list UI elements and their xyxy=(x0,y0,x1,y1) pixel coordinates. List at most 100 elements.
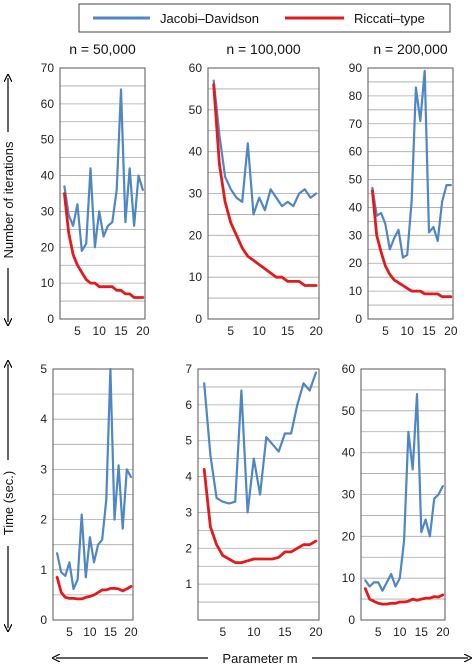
y-tick-label: 30 xyxy=(342,488,356,502)
x-tick-label: 15 xyxy=(114,324,128,338)
y-axis-label-iterations: Number of iterations xyxy=(1,141,16,259)
y-tick-label: 50 xyxy=(189,103,203,117)
x-tick-label: 15 xyxy=(281,324,295,338)
plot-frame xyxy=(207,67,320,320)
legend-riccati-label: Riccati–type xyxy=(354,11,425,26)
series-line-riccati xyxy=(63,192,145,299)
panel-4: 0 1 2 3 4 5 5 10 15 20 xyxy=(40,362,138,639)
y-label-time-group: Time (sec.) xyxy=(0,364,17,628)
y-tick-label: 40 xyxy=(349,200,363,214)
y-tick-label: 5 xyxy=(40,362,47,376)
plot-frame xyxy=(59,67,146,320)
y-tick-label: 30 xyxy=(189,187,203,201)
x-tick-label: 5 xyxy=(382,324,389,338)
y-tick-label: 20 xyxy=(342,529,356,543)
x-tick-label: 10 xyxy=(253,324,267,338)
x-tick-label: 20 xyxy=(444,324,458,338)
x-tick-label: 15 xyxy=(422,324,436,338)
x-tick-label: 10 xyxy=(93,324,107,338)
y-tick-label: 60 xyxy=(189,61,203,75)
y-tick-label: 2 xyxy=(185,541,192,555)
y-tick-label: 20 xyxy=(349,256,363,270)
series-line-riccati xyxy=(212,83,318,287)
x-tick-label: 5 xyxy=(219,625,226,639)
x-tick-label: 5 xyxy=(375,625,382,639)
y-tick-label: 0 xyxy=(355,312,362,326)
x-tick-label: 20 xyxy=(136,324,150,338)
y-tick-label: 20 xyxy=(189,228,203,242)
x-tick-label: 10 xyxy=(393,625,407,639)
series-line-jacobi xyxy=(55,367,132,591)
y-tick-label: 1 xyxy=(40,563,47,577)
panel-5: 1 2 3 4 5 6 7 5 10 15 20 xyxy=(185,362,323,639)
panel-title: n = 100,000 xyxy=(226,41,301,57)
x-tick-label: 20 xyxy=(309,625,323,639)
series-line-riccati xyxy=(202,467,318,564)
legend-jacobi-label: Jacobi–Davidson xyxy=(160,11,259,26)
x-tick-label: 5 xyxy=(74,324,81,338)
y-tick-label: 7 xyxy=(185,362,192,376)
x-tick-label: 15 xyxy=(415,625,429,639)
series-line-riccati xyxy=(370,189,453,299)
x-tick-label: 10 xyxy=(247,625,261,639)
plot-frame xyxy=(367,67,454,320)
y-tick-label: 60 xyxy=(342,362,356,376)
series-line-jacobi xyxy=(63,88,144,252)
series-line-jacobi xyxy=(212,79,318,216)
x-tick-label: 10 xyxy=(401,324,415,338)
panel-1: n = 50,000 0 10 20 30 40 50 60 70 5 10 15 20 xyxy=(41,41,150,338)
x-tick-label: 5 xyxy=(66,625,73,639)
y-tick-label: 0 xyxy=(195,312,202,326)
y-tick-label: 4 xyxy=(185,470,192,484)
x-tick-label: 20 xyxy=(124,625,138,639)
x-tick-label: 5 xyxy=(227,324,234,338)
x-tick-label: 10 xyxy=(83,625,97,639)
x-tick-label: 15 xyxy=(104,625,118,639)
panel-title: n = 200,000 xyxy=(373,41,448,57)
y-tick-label: 70 xyxy=(41,61,55,75)
y-tick-label: 10 xyxy=(189,270,203,284)
plot-frame xyxy=(52,368,134,621)
x-tick-label: 15 xyxy=(278,625,292,639)
y-tick-label: 3 xyxy=(185,505,192,519)
y-tick-label: 5 xyxy=(185,434,192,448)
panel-2: n = 100,000 0 10 20 30 40 50 60 5 10 15 20 xyxy=(189,41,324,338)
x-label-group: Parameter m xyxy=(56,648,468,667)
y-tick-label: 40 xyxy=(342,446,356,460)
y-tick-label: 10 xyxy=(349,284,363,298)
y-tick-label: 70 xyxy=(349,117,363,131)
y-label-iterations-group: Number of iterations xyxy=(0,78,17,322)
y-tick-label: 1 xyxy=(185,577,192,591)
y-tick-label: 0 xyxy=(47,312,54,326)
y-tick-label: 4 xyxy=(40,412,47,426)
y-tick-label: 0 xyxy=(40,613,47,627)
panel-title: n = 50,000 xyxy=(69,41,136,57)
x-tick-label: 20 xyxy=(309,324,323,338)
y-tick-label: 50 xyxy=(342,404,356,418)
y-tick-label: 10 xyxy=(342,571,356,585)
y-tick-label: 50 xyxy=(349,173,363,187)
y-tick-label: 2 xyxy=(40,513,47,527)
series-line-riccati xyxy=(55,575,133,601)
y-tick-label: 50 xyxy=(41,133,55,147)
y-tick-label: 80 xyxy=(349,89,363,103)
series-line-jacobi xyxy=(203,371,317,514)
x-tick-label: 20 xyxy=(436,625,450,639)
y-tick-label: 60 xyxy=(41,97,55,111)
y-tick-label: 40 xyxy=(189,145,203,159)
panel-3: n = 200,000 0 10 20 30 40 50 60 70 80 90 5 10 15 20 xyxy=(349,41,458,338)
y-tick-label: 40 xyxy=(41,169,55,183)
plot-frame xyxy=(360,368,446,621)
y-tick-label: 30 xyxy=(349,228,363,242)
x-axis-label: Parameter m xyxy=(222,651,297,666)
legend: Jacobi–Davidson Riccati–type xyxy=(78,3,451,33)
y-tick-label: 3 xyxy=(40,462,47,476)
series-line-jacobi xyxy=(371,69,452,259)
y-axis-label-time: Time (sec.) xyxy=(1,471,16,536)
panel-6: 0 10 20 30 40 50 60 5 10 15 20 xyxy=(342,362,450,639)
y-tick-label: 6 xyxy=(185,398,192,412)
y-tick-label: 10 xyxy=(41,276,55,290)
y-tick-label: 0 xyxy=(348,613,355,627)
y-tick-label: 90 xyxy=(349,61,363,75)
